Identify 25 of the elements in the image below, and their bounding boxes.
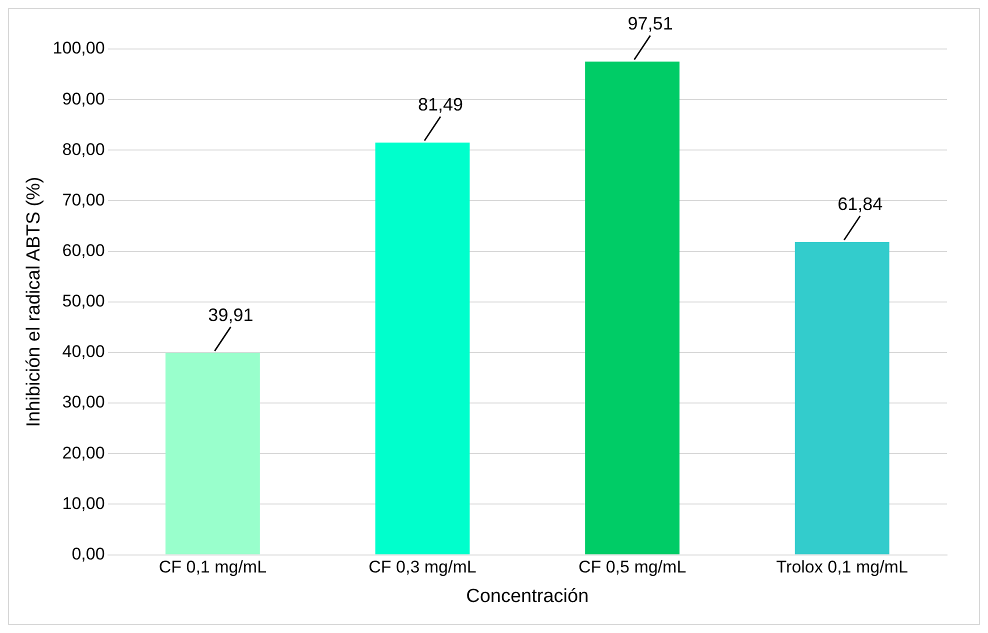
data-label: 39,91 <box>208 304 254 325</box>
data-label: 97,51 <box>628 14 673 34</box>
y-tick-label: 90,00 <box>62 89 105 108</box>
x-tick-label: Trolox 0,1 mg/mL <box>776 558 908 577</box>
y-tick-label: 100,00 <box>52 38 105 58</box>
y-axis-title: Inhibición el radical ABTS (%) <box>24 176 45 428</box>
y-tick-label: 60,00 <box>62 241 105 260</box>
y-tick-label: 70,00 <box>62 190 105 210</box>
bar <box>165 352 260 554</box>
y-tick-label: 0,00 <box>72 544 105 564</box>
y-tick-label: 10,00 <box>62 494 105 513</box>
x-tick-label: CF 0,5 mg/mL <box>578 558 686 577</box>
y-tick-label: 50,00 <box>62 292 105 311</box>
x-axis-title: Concentración <box>466 586 589 607</box>
y-tick-label: 80,00 <box>62 140 105 159</box>
data-label: 81,49 <box>418 94 464 115</box>
y-tick-label: 40,00 <box>62 342 105 362</box>
x-tick-label: CF 0,3 mg/mL <box>368 558 476 577</box>
x-tick-label: CF 0,1 mg/mL <box>158 558 267 577</box>
bar <box>794 242 890 554</box>
y-tick-label: 20,00 <box>62 443 105 462</box>
bar <box>375 142 470 554</box>
data-label: 61,84 <box>838 194 883 214</box>
y-tick-label: 30,00 <box>62 392 105 412</box>
bar <box>585 62 680 554</box>
